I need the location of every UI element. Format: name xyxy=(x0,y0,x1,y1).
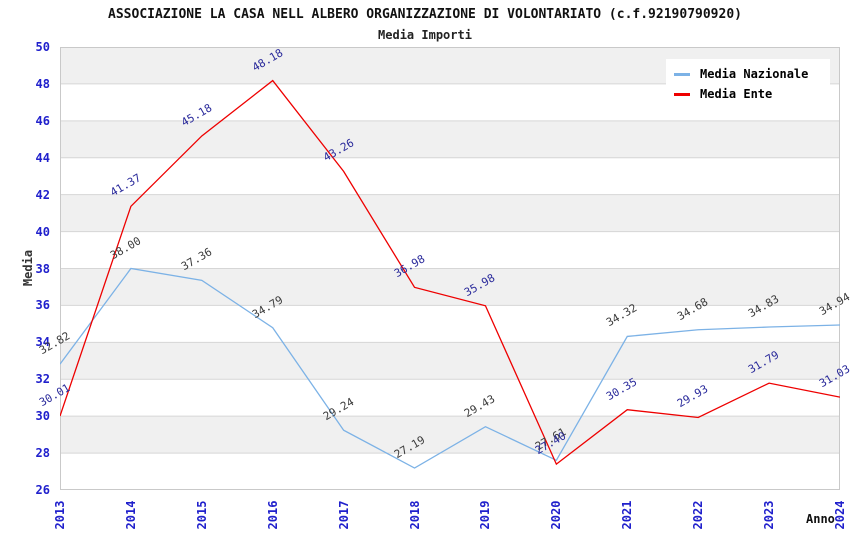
y-tick-label: 42 xyxy=(35,187,50,202)
y-tick-label: 36 xyxy=(35,298,50,313)
y-tick-label: 28 xyxy=(35,446,50,461)
x-tick-label: 2021 xyxy=(620,500,635,530)
x-tick-label: 2022 xyxy=(691,500,706,530)
series-line-0 xyxy=(60,267,840,469)
plot-svg xyxy=(60,47,840,490)
chart-title: ASSOCIAZIONE LA CASA NELL ALBERO ORGANIZ… xyxy=(108,7,742,22)
legend-swatch-icon xyxy=(674,72,690,76)
y-tick-label: 30 xyxy=(35,409,50,424)
legend-swatch-icon xyxy=(674,92,690,96)
x-tick-label: 2020 xyxy=(549,500,564,530)
x-tick-label: 2014 xyxy=(123,500,138,530)
legend-label: Media Ente xyxy=(700,87,773,101)
x-tick-label: 2016 xyxy=(265,500,280,530)
y-tick-label: 26 xyxy=(35,483,50,497)
legend-item-0: Media Nazionale xyxy=(674,67,822,81)
y-tick-label: 38 xyxy=(35,261,50,276)
chart-subtitle: Media Importi xyxy=(378,28,472,42)
y-tick-label: 46 xyxy=(35,113,50,128)
x-tick-label: 2019 xyxy=(478,500,493,530)
x-tick-label: 2015 xyxy=(194,500,209,530)
x-tick-label: 2024 xyxy=(833,500,847,530)
y-tick-label: 32 xyxy=(35,372,50,387)
plot-border xyxy=(60,47,840,490)
y-tick-label: 44 xyxy=(35,150,50,165)
legend: Media Nazionale Media Ente xyxy=(666,59,830,111)
x-axis-title: Anno xyxy=(806,512,835,526)
legend-item-1: Media Ente xyxy=(674,87,822,101)
series-line-1 xyxy=(60,79,840,466)
plot-area xyxy=(60,47,840,490)
legend-label: Media Nazionale xyxy=(700,67,809,81)
x-tick-label: 2023 xyxy=(762,500,777,530)
y-tick-label: 34 xyxy=(35,335,50,350)
y-tick-label: 48 xyxy=(35,76,50,91)
y-tick-label: 40 xyxy=(35,224,50,239)
x-tick-label: 2017 xyxy=(336,500,351,530)
x-tick-label: 2018 xyxy=(407,500,422,530)
x-tick-label: 2013 xyxy=(53,500,67,530)
y-tick-label: 50 xyxy=(35,40,50,54)
